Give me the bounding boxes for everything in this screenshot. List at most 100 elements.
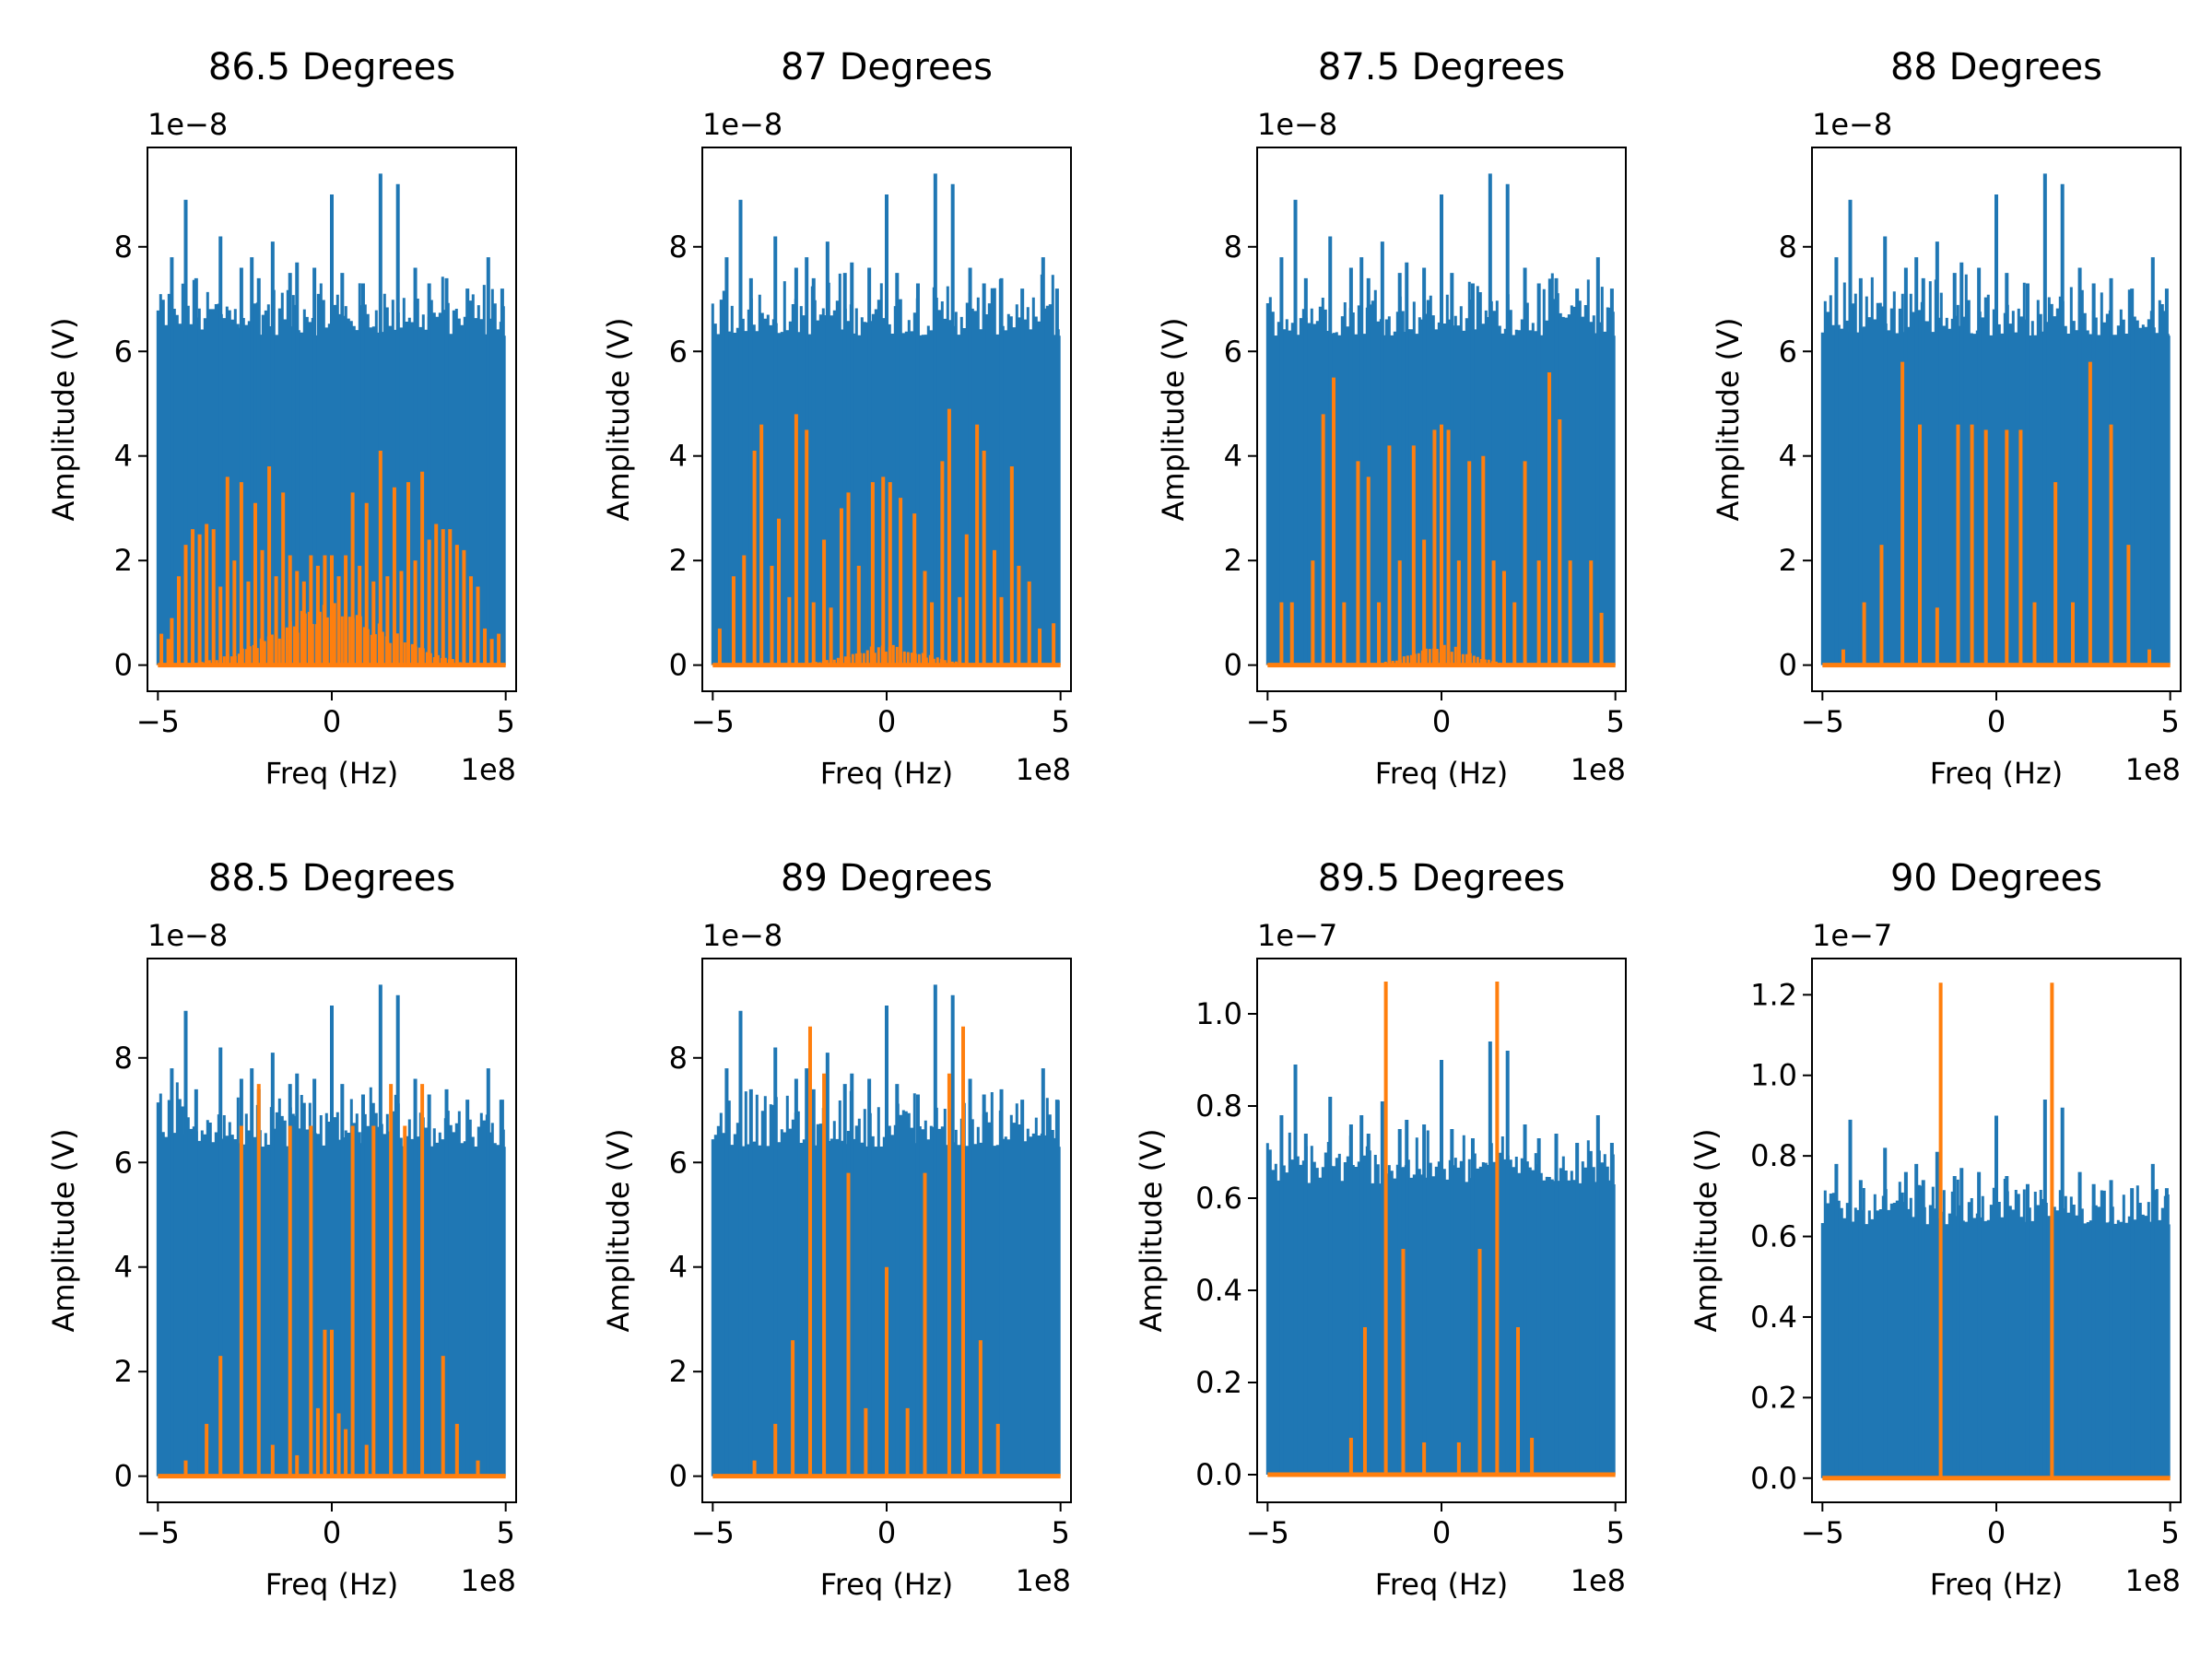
- x-offset-label: 1e8: [461, 752, 516, 787]
- x-tick-label: 5: [496, 704, 514, 739]
- x-axis-label: Freq (Hz): [1930, 1567, 2064, 1602]
- x-tick-label: 0: [877, 1515, 896, 1550]
- y-axis-label: Amplitude (V): [46, 1128, 81, 1332]
- plot-area: [711, 173, 1061, 668]
- x-tick-label: 5: [496, 1515, 514, 1550]
- y-tick-label: 2: [114, 1354, 133, 1389]
- y-axis-label: Amplitude (V): [1688, 1128, 1724, 1332]
- y-offset-label: 1e−8: [1257, 107, 1337, 142]
- y-tick-label: 0.4: [1750, 1300, 1797, 1335]
- x-tick-label: 5: [1051, 704, 1069, 739]
- y-tick-label: 8: [114, 229, 133, 265]
- y-tick-label: 8: [1224, 229, 1242, 265]
- y-axis-label: Amplitude (V): [601, 317, 636, 521]
- y-tick-label: 0.0: [1750, 1461, 1797, 1496]
- x-offset-label: 1e8: [1571, 752, 1626, 787]
- y-tick-label: 4: [669, 1250, 688, 1285]
- subplot-title: 86.5 Degrees: [208, 46, 455, 88]
- y-tick-label: 6: [114, 1145, 133, 1180]
- x-tick-label: −5: [1801, 1515, 1844, 1550]
- y-tick-label: 6: [114, 334, 133, 369]
- y-axis-label: Amplitude (V): [1134, 1128, 1169, 1332]
- x-axis-label: Freq (Hz): [1375, 756, 1509, 791]
- y-tick-label: 0.4: [1195, 1273, 1242, 1308]
- y-offset-label: 1e−7: [1257, 918, 1337, 953]
- y-tick-label: 0.8: [1195, 1088, 1242, 1124]
- x-offset-label: 1e8: [2125, 1563, 2181, 1598]
- x-tick-label: 5: [1051, 1515, 1069, 1550]
- y-tick-label: 0.2: [1195, 1365, 1242, 1400]
- x-tick-label: 5: [1606, 1515, 1624, 1550]
- y-offset-label: 1e−8: [147, 107, 228, 142]
- y-offset-label: 1e−8: [702, 918, 782, 953]
- y-tick-label: 4: [669, 439, 688, 474]
- subplot-8: −5 0 5 0.0 0.2 0.4 0.6 0.8 1.0 1.2 1e−7 1e8 Freq (Hz…: [1688, 857, 2182, 1602]
- x-tick-label: −5: [136, 704, 180, 739]
- x-tick-label: 0: [1987, 704, 2006, 739]
- x-tick-label: 0: [323, 704, 341, 739]
- y-tick-label: 0: [669, 648, 688, 683]
- y-tick-label: 1.0: [1750, 1058, 1797, 1093]
- subplot-7: −5 0 5 0.0 0.2 0.4 0.6 0.8 1.0 1e−7 1e8 Freq (Hz) Am…: [1134, 857, 1627, 1602]
- x-offset-label: 1e8: [461, 1563, 516, 1598]
- plot-area: [1265, 173, 1616, 668]
- y-axis-label: Amplitude (V): [46, 317, 81, 521]
- x-tick-label: −5: [136, 1515, 180, 1550]
- plot-area: [1820, 173, 2171, 668]
- x-tick-label: 0: [877, 704, 896, 739]
- y-tick-label: 0.0: [1195, 1457, 1242, 1492]
- x-tick-label: 5: [2160, 1515, 2179, 1550]
- subplot-title: 89 Degrees: [781, 857, 993, 900]
- plot-area: [711, 984, 1061, 1479]
- y-tick-label: 2: [669, 543, 688, 578]
- y-tick-label: 6: [1224, 334, 1242, 369]
- x-offset-label: 1e8: [2125, 752, 2181, 787]
- plot-area: [1265, 982, 1616, 1477]
- y-tick-label: 0: [669, 1459, 688, 1494]
- x-tick-label: −5: [1246, 1515, 1289, 1550]
- x-axis-label: Freq (Hz): [820, 756, 954, 791]
- x-axis-label: Freq (Hz): [265, 756, 399, 791]
- y-tick-label: 2: [1224, 543, 1242, 578]
- y-tick-label: 8: [669, 1041, 688, 1076]
- x-axis-label: Freq (Hz): [1375, 1567, 1509, 1602]
- y-offset-label: 1e−7: [1812, 918, 1892, 953]
- y-tick-label: 1.2: [1750, 977, 1797, 1012]
- y-tick-label: 0: [1779, 648, 1797, 683]
- y-offset-label: 1e−8: [702, 107, 782, 142]
- y-tick-label: 4: [114, 439, 133, 474]
- plot-area: [156, 173, 506, 668]
- subplot-title: 87 Degrees: [781, 46, 993, 88]
- y-axis-label: Amplitude (V): [601, 1128, 636, 1332]
- x-axis-label: Freq (Hz): [1930, 756, 2064, 791]
- y-offset-label: 1e−8: [1812, 107, 1892, 142]
- y-tick-label: 6: [669, 1145, 688, 1180]
- x-tick-label: 0: [1432, 1515, 1451, 1550]
- subplot-title: 87.5 Degrees: [1318, 46, 1565, 88]
- y-axis-label: Amplitude (V): [1711, 317, 1746, 521]
- y-tick-label: 0.6: [1195, 1181, 1242, 1216]
- y-tick-label: 2: [669, 1354, 688, 1389]
- subplot-title: 89.5 Degrees: [1318, 857, 1565, 900]
- y-tick-label: 0: [114, 1459, 133, 1494]
- subplot-title: 88.5 Degrees: [208, 857, 455, 900]
- x-offset-label: 1e8: [1016, 1563, 1071, 1598]
- y-tick-label: 4: [114, 1250, 133, 1285]
- x-offset-label: 1e8: [1571, 1563, 1626, 1598]
- x-tick-label: 0: [1432, 704, 1451, 739]
- y-tick-label: 2: [114, 543, 133, 578]
- y-tick-label: 8: [114, 1041, 133, 1076]
- x-tick-label: 0: [1987, 1515, 2006, 1550]
- x-tick-label: −5: [1246, 704, 1289, 739]
- subplot-title: 90 Degrees: [1890, 857, 2102, 900]
- x-offset-label: 1e8: [1016, 752, 1071, 787]
- y-offset-label: 1e−8: [147, 918, 228, 953]
- y-tick-label: 6: [1779, 334, 1797, 369]
- y-tick-label: 4: [1224, 439, 1242, 474]
